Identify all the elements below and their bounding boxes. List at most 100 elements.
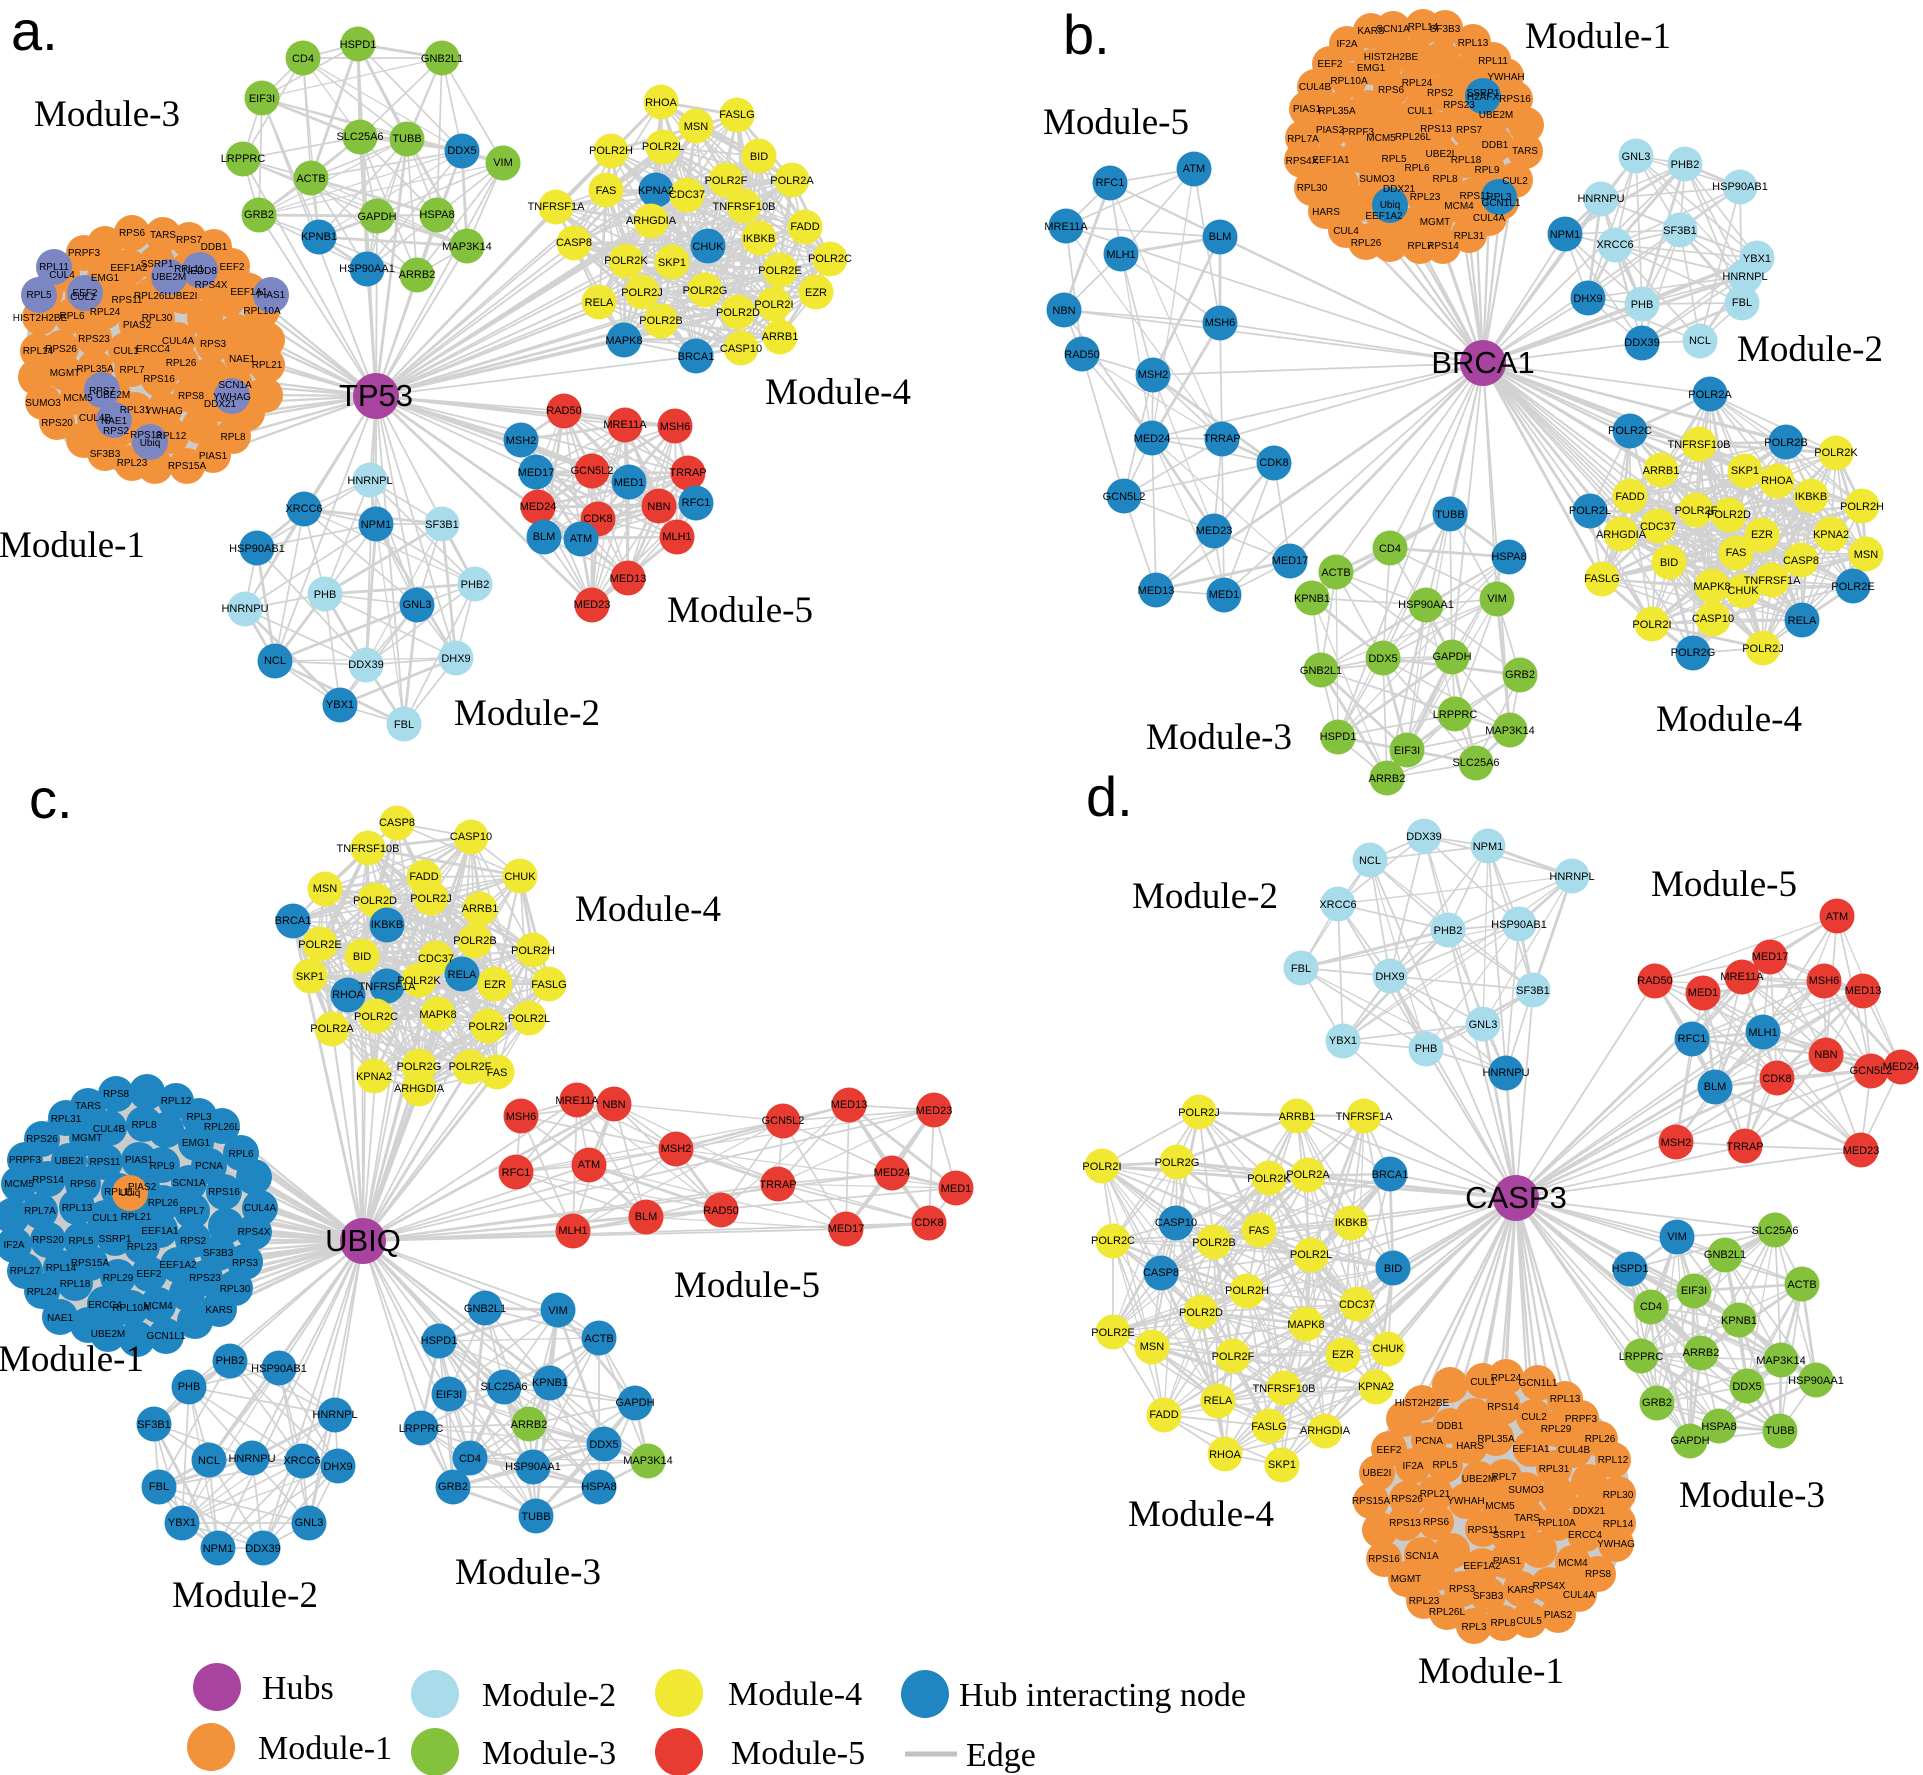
svg-text:YWHAH: YWHAH	[1447, 1496, 1484, 1507]
svg-text:TP53: TP53	[339, 378, 413, 413]
svg-text:RAD50: RAD50	[546, 405, 581, 417]
svg-text:SF3B1: SF3B1	[1663, 225, 1697, 237]
svg-text:PHB: PHB	[178, 1381, 201, 1393]
svg-text:SF3B1: SF3B1	[425, 519, 459, 531]
svg-text:RFC1: RFC1	[502, 1167, 531, 1179]
svg-text:SUMO3: SUMO3	[1359, 174, 1395, 185]
svg-text:CHUK: CHUK	[504, 871, 536, 883]
svg-text:ARHGDIA: ARHGDIA	[1596, 529, 1647, 541]
svg-text:MCM5: MCM5	[1485, 1501, 1515, 1512]
svg-text:RPL11: RPL11	[1478, 56, 1508, 67]
svg-text:SCN1A: SCN1A	[1405, 1551, 1439, 1562]
svg-text:b.: b.	[1063, 3, 1110, 66]
svg-text:RPL24: RPL24	[27, 1287, 58, 1298]
svg-text:GCN1L1: GCN1L1	[147, 1331, 186, 1342]
svg-text:CDC37: CDC37	[1339, 1299, 1375, 1311]
svg-text:RPL13: RPL13	[1458, 38, 1489, 49]
svg-text:RPL21: RPL21	[1420, 1489, 1451, 1500]
svg-text:POLR2L: POLR2L	[642, 141, 684, 153]
svg-text:HSPD1: HSPD1	[340, 39, 377, 51]
svg-text:TRRAP: TRRAP	[1203, 433, 1240, 445]
svg-text:TNFRSF1A: TNFRSF1A	[528, 201, 586, 213]
svg-text:GRB2: GRB2	[1505, 669, 1535, 681]
svg-text:CHUK: CHUK	[692, 241, 724, 253]
svg-text:BID: BID	[1384, 1263, 1402, 1275]
svg-text:RPL11: RPL11	[104, 1187, 134, 1198]
svg-text:NCL: NCL	[1359, 855, 1381, 867]
svg-text:ARHGDIA: ARHGDIA	[394, 1083, 445, 1095]
svg-text:POLR2F: POLR2F	[449, 1061, 492, 1073]
svg-text:DDB1: DDB1	[1437, 1421, 1464, 1432]
svg-text:POLR2G: POLR2G	[1155, 1157, 1200, 1169]
svg-text:MGMT: MGMT	[1420, 217, 1451, 228]
svg-text:VIM: VIM	[548, 1305, 568, 1317]
svg-text:RAD50: RAD50	[703, 1205, 738, 1217]
svg-text:UBE2M: UBE2M	[96, 390, 130, 401]
svg-text:CUL4: CUL4	[49, 270, 75, 281]
svg-text:DDX39: DDX39	[245, 1543, 280, 1555]
svg-text:CUL5: CUL5	[1516, 1616, 1542, 1627]
svg-text:Module-4: Module-4	[765, 372, 911, 413]
svg-text:NBN: NBN	[1814, 1049, 1837, 1061]
svg-text:MED17: MED17	[828, 1223, 865, 1235]
svg-text:KPNB1: KPNB1	[1721, 1315, 1757, 1327]
svg-text:HNRNPU: HNRNPU	[1577, 193, 1624, 205]
svg-text:POLR2D: POLR2D	[1179, 1307, 1223, 1319]
svg-text:RPL23: RPL23	[1410, 192, 1441, 203]
svg-text:EEF1A2: EEF1A2	[1365, 211, 1403, 222]
svg-text:TUBB: TUBB	[392, 133, 421, 145]
svg-text:POLR2J: POLR2J	[1742, 643, 1784, 655]
svg-text:BLM: BLM	[533, 531, 556, 543]
svg-text:RHOA: RHOA	[332, 989, 364, 1001]
svg-text:UBIQ: UBIQ	[325, 1223, 401, 1258]
svg-text:RPL7: RPL7	[1491, 1472, 1516, 1483]
svg-text:RPS8: RPS8	[178, 391, 205, 402]
svg-text:EEF2: EEF2	[1376, 1445, 1401, 1456]
svg-text:EIF3I: EIF3I	[249, 93, 275, 105]
svg-text:DDX21: DDX21	[1383, 184, 1416, 195]
svg-text:UBE2I: UBE2I	[55, 1156, 84, 1167]
svg-text:EEF1A2: EEF1A2	[110, 263, 148, 274]
svg-text:RPL10A: RPL10A	[1538, 1518, 1576, 1529]
svg-text:PIAS2: PIAS2	[1544, 1610, 1573, 1621]
svg-text:EEF1A1: EEF1A1	[1312, 155, 1350, 166]
svg-text:RPL8: RPL8	[220, 432, 245, 443]
svg-text:ATM: ATM	[1183, 163, 1205, 175]
svg-text:GNB2L1: GNB2L1	[421, 53, 463, 65]
svg-text:EEF1A1: EEF1A1	[230, 287, 268, 298]
svg-text:TARS: TARS	[150, 230, 176, 241]
svg-text:XRCC6: XRCC6	[285, 503, 322, 515]
svg-text:POLR2D: POLR2D	[1707, 509, 1751, 521]
svg-text:Module-1: Module-1	[0, 1339, 144, 1380]
svg-text:CD4: CD4	[1379, 543, 1401, 555]
svg-text:MED24: MED24	[1883, 1061, 1920, 1073]
svg-text:IF2A: IF2A	[1402, 1461, 1423, 1472]
svg-text:EMG1: EMG1	[1357, 63, 1386, 74]
svg-text:KARS: KARS	[1507, 1585, 1535, 1596]
svg-text:MGMT: MGMT	[1391, 1574, 1422, 1585]
svg-text:EEF1A1: EEF1A1	[141, 1226, 179, 1237]
svg-text:POLR2A: POLR2A	[310, 1023, 354, 1035]
svg-text:XRCC6: XRCC6	[283, 1455, 320, 1467]
svg-text:HNRNPU: HNRNPU	[228, 1453, 275, 1465]
svg-text:TUBB: TUBB	[1765, 1425, 1794, 1437]
svg-text:EEF2: EEF2	[136, 1269, 161, 1280]
svg-text:XRCC6: XRCC6	[1319, 899, 1356, 911]
svg-text:GCN5L2: GCN5L2	[1103, 491, 1146, 503]
svg-text:KPNA2: KPNA2	[1358, 1381, 1394, 1393]
svg-text:MAPK8: MAPK8	[419, 1009, 456, 1021]
svg-text:CASP8: CASP8	[379, 817, 415, 829]
svg-text:DDX5: DDX5	[589, 1439, 618, 1451]
svg-text:RPS3: RPS3	[232, 1258, 259, 1269]
svg-text:HNRNPL: HNRNPL	[347, 475, 392, 487]
svg-text:RPS8: RPS8	[1585, 1569, 1612, 1580]
svg-text:RHOA: RHOA	[1761, 475, 1793, 487]
svg-text:SSRP1: SSRP1	[99, 1234, 132, 1245]
svg-text:RPS14: RPS14	[1487, 1402, 1519, 1413]
svg-text:POLR2D: POLR2D	[716, 307, 760, 319]
svg-text:RPS23: RPS23	[1443, 100, 1475, 111]
svg-text:CASP8: CASP8	[1143, 1267, 1179, 1279]
svg-text:SSRP1: SSRP1	[1467, 88, 1500, 99]
svg-text:RFC1: RFC1	[1678, 1033, 1707, 1045]
svg-text:RPL23: RPL23	[117, 458, 148, 469]
